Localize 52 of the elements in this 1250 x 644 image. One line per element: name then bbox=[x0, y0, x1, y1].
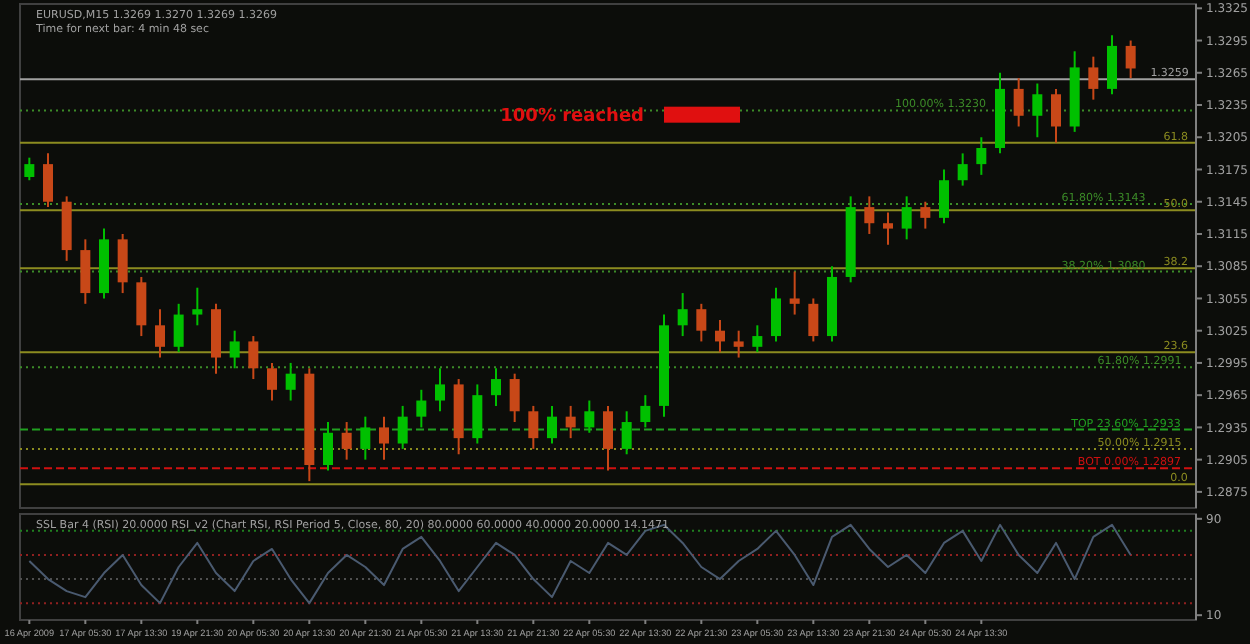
candlestick bbox=[43, 152, 53, 209]
candlestick bbox=[603, 404, 613, 472]
candlestick bbox=[80, 238, 91, 305]
candlestick bbox=[528, 404, 539, 450]
candlestick bbox=[864, 195, 875, 235]
candlestick bbox=[808, 297, 819, 343]
candlestick bbox=[1032, 82, 1043, 139]
line-series bbox=[28, 523, 1132, 605]
candlestick bbox=[1125, 39, 1136, 80]
candlestick bbox=[901, 195, 912, 241]
candlestick bbox=[472, 383, 483, 445]
candlestick bbox=[715, 318, 725, 354]
candlestick bbox=[155, 308, 165, 359]
candlestick bbox=[491, 367, 501, 407]
candlestick bbox=[192, 286, 203, 327]
candlestick bbox=[1088, 55, 1099, 101]
candlestick bbox=[677, 292, 688, 338]
candlestick bbox=[957, 152, 968, 187]
candlestick bbox=[920, 200, 931, 230]
candlestick bbox=[976, 136, 987, 176]
candlestick bbox=[323, 421, 333, 472]
candlestick bbox=[24, 156, 35, 182]
candlestick bbox=[360, 415, 371, 461]
candlestick bbox=[285, 361, 296, 402]
candlestick bbox=[547, 404, 557, 445]
candlestick bbox=[752, 324, 763, 354]
candlestick bbox=[621, 410, 632, 456]
annotation: 100% reached bbox=[500, 106, 644, 127]
candlestick bbox=[173, 302, 184, 354]
candlestick bbox=[771, 286, 781, 343]
candlestick bbox=[397, 404, 408, 450]
candlestick bbox=[939, 168, 949, 225]
candlestick bbox=[248, 335, 259, 381]
candlestick bbox=[1013, 77, 1024, 128]
candlestick bbox=[1051, 87, 1061, 144]
candlestick bbox=[640, 394, 651, 429]
candlestick bbox=[883, 211, 893, 246]
candlestick bbox=[565, 404, 576, 440]
candlestick bbox=[733, 329, 744, 359]
candlestick bbox=[696, 302, 707, 343]
candlestick bbox=[416, 388, 427, 429]
candlestick bbox=[267, 361, 277, 402]
candlestick bbox=[229, 329, 240, 370]
candlestick bbox=[584, 399, 595, 434]
candlestick bbox=[379, 415, 389, 461]
candlestick bbox=[117, 232, 128, 295]
candlestick bbox=[509, 372, 520, 424]
candlestick bbox=[789, 270, 800, 316]
candlestick bbox=[435, 367, 445, 413]
candlestick bbox=[136, 275, 147, 338]
candlestick bbox=[1107, 34, 1117, 96]
candlestick bbox=[341, 421, 352, 461]
